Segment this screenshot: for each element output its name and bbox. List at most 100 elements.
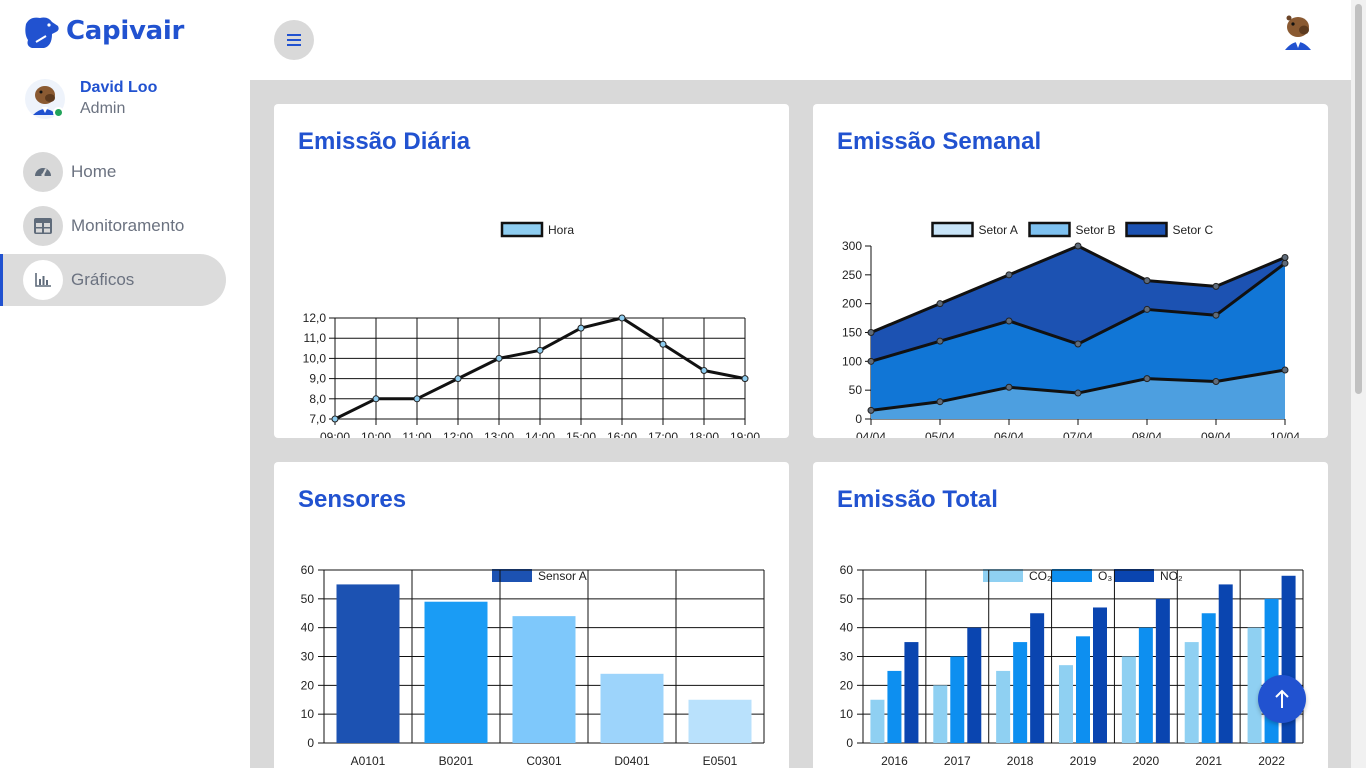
- brand-logo[interactable]: Capivair: [22, 12, 184, 50]
- legend-swatch[interactable]: [1125, 221, 1168, 238]
- capybara-avatar-icon: [1285, 15, 1311, 50]
- card-total-emission: Emissão Total CO₂ O₃ NO₂ 0 10 20 30 40 50 60 2016 2…: [813, 462, 1328, 768]
- data-point[interactable]: [495, 354, 503, 362]
- bar[interactable]: [600, 673, 664, 743]
- brand-name: Capivair: [66, 16, 184, 46]
- data-point[interactable]: [936, 337, 944, 345]
- user-info: David Loo Admin: [80, 78, 157, 120]
- data-point[interactable]: [1281, 254, 1289, 262]
- bar[interactable]: [950, 656, 965, 744]
- x-tick-label: 2022: [1258, 754, 1285, 768]
- data-point[interactable]: [1143, 375, 1151, 383]
- user-role: Admin: [80, 100, 126, 117]
- data-point[interactable]: [372, 395, 380, 403]
- sidebar: Capivair David Loo Admin: [0, 0, 250, 768]
- data-point[interactable]: [659, 340, 667, 348]
- data-point[interactable]: [577, 324, 585, 332]
- x-tick-label: 15:00: [566, 430, 596, 438]
- legend-swatch[interactable]: [500, 221, 544, 238]
- data-point[interactable]: [1074, 340, 1082, 348]
- bar[interactable]: [1218, 584, 1233, 743]
- legend-label: NO₂: [1160, 569, 1183, 583]
- card-title: Emissão Total: [837, 486, 998, 513]
- sidebar-item-graficos[interactable]: Gráficos: [0, 254, 226, 306]
- scrollbar-thumb[interactable]: [1355, 4, 1362, 394]
- bar[interactable]: [996, 670, 1011, 743]
- scroll-to-top-button[interactable]: [1258, 675, 1306, 723]
- data-point[interactable]: [741, 375, 749, 383]
- legend-swatch[interactable]: [1052, 569, 1092, 582]
- bar[interactable]: [1138, 627, 1153, 743]
- data-point[interactable]: [1212, 378, 1220, 386]
- bar[interactable]: [688, 699, 752, 743]
- bar[interactable]: [336, 584, 400, 743]
- x-tick-label: 2020: [1133, 754, 1160, 768]
- y-tick-label: 30: [301, 650, 315, 664]
- y-tick-label: 100: [842, 354, 862, 368]
- bar[interactable]: [1155, 598, 1170, 743]
- legend-swatch[interactable]: [931, 221, 974, 238]
- legend-swatch[interactable]: [1028, 221, 1071, 238]
- bar[interactable]: [870, 699, 885, 743]
- y-tick-label: 200: [842, 297, 862, 311]
- data-point[interactable]: [936, 398, 944, 406]
- user-profile[interactable]: David Loo Admin: [25, 78, 157, 120]
- legend-swatch[interactable]: [492, 569, 532, 582]
- data-point[interactable]: [618, 314, 626, 322]
- weekly-emission-area-chart: Setor A Setor B Setor C 0 50 100 150 200 250 300 0…: [842, 221, 1300, 438]
- bar[interactable]: [1247, 627, 1262, 743]
- bar[interactable]: [1201, 613, 1216, 743]
- y-tick-label: 250: [842, 268, 862, 282]
- data-point[interactable]: [331, 415, 339, 423]
- bar[interactable]: [1093, 607, 1107, 743]
- data-point[interactable]: [1143, 277, 1151, 285]
- bar[interactable]: [1013, 642, 1028, 743]
- legend-swatch[interactable]: [1114, 569, 1154, 582]
- data-point[interactable]: [1281, 366, 1289, 374]
- data-point[interactable]: [1212, 311, 1220, 319]
- user-avatar-button[interactable]: [1280, 12, 1316, 50]
- data-point[interactable]: [867, 357, 875, 365]
- data-point[interactable]: [413, 395, 421, 403]
- hamburger-menu-icon: [287, 34, 301, 46]
- legend-label: Setor C: [1173, 223, 1214, 237]
- bar[interactable]: [887, 670, 902, 743]
- x-tick-label: 09/04: [1201, 430, 1231, 438]
- y-tick-label: 11,0: [304, 331, 327, 345]
- data-point[interactable]: [1005, 383, 1013, 391]
- data-point[interactable]: [700, 367, 708, 375]
- legend-swatch[interactable]: [983, 569, 1023, 582]
- data-point[interactable]: [1074, 389, 1082, 397]
- sidebar-item-home[interactable]: Home: [0, 146, 250, 198]
- bar[interactable]: [512, 616, 576, 743]
- card-sensors: Sensores Sensor A 0 10 20 30 40 50 60 A0101 B0201…: [274, 462, 789, 768]
- menu-toggle-button[interactable]: [274, 20, 314, 60]
- x-tick-label: 08/04: [1132, 430, 1162, 438]
- bar[interactable]: [904, 642, 919, 743]
- data-point[interactable]: [1005, 271, 1013, 279]
- data-point[interactable]: [1143, 305, 1151, 313]
- data-point[interactable]: [1281, 259, 1289, 267]
- bar[interactable]: [1059, 665, 1073, 743]
- sidebar-item-monitoramento[interactable]: Monitoramento: [0, 200, 250, 252]
- data-point[interactable]: [867, 329, 875, 336]
- bar[interactable]: [1076, 636, 1090, 743]
- data-point[interactable]: [867, 406, 875, 414]
- data-point[interactable]: [936, 300, 944, 308]
- data-point[interactable]: [1074, 242, 1082, 250]
- card-daily-emission: Emissão Diária Hora 7,0 8,0 9,0 10,0 11,0 12,0…: [274, 104, 789, 438]
- data-point[interactable]: [454, 375, 462, 383]
- data-point[interactable]: [1005, 317, 1013, 325]
- bar[interactable]: [967, 627, 982, 743]
- data-point[interactable]: [536, 346, 544, 354]
- bar[interactable]: [933, 685, 948, 743]
- data-point[interactable]: [1212, 282, 1220, 290]
- page-scrollbar[interactable]: [1351, 0, 1366, 768]
- y-tick-label: 50: [301, 592, 315, 606]
- sidebar-nav: Home Monitoramento Gráficos: [0, 146, 250, 308]
- x-tick-label: 06/04: [994, 430, 1024, 438]
- bar[interactable]: [1184, 642, 1199, 743]
- bar[interactable]: [1121, 656, 1136, 744]
- bar[interactable]: [1030, 613, 1045, 743]
- bar[interactable]: [424, 601, 488, 743]
